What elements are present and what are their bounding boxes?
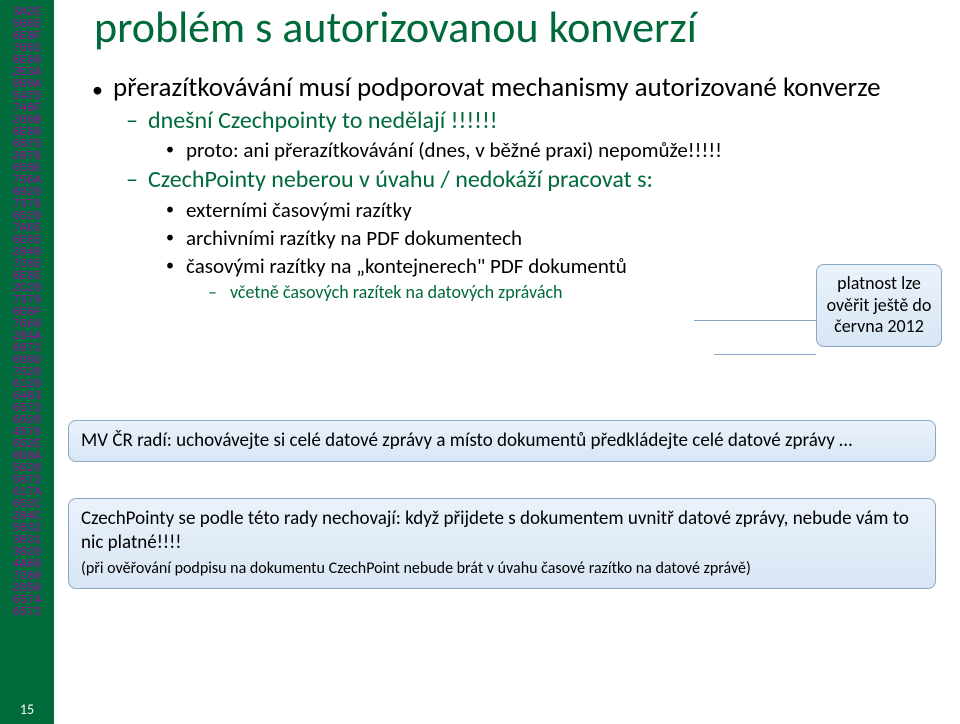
- slide-title: problém s autorizovanou konverzí: [94, 0, 930, 54]
- bullet-l3: • proto: ani přerazítkovávání (dnes, v b…: [166, 137, 930, 163]
- bullet-marker: •: [166, 253, 176, 279]
- bullet-text: včetně časových razítek na datových zprá…: [230, 281, 563, 304]
- box-text: MV ČR radí: uchovávejte si celé datové z…: [81, 429, 852, 452]
- bullet-l3: • externími časovými razítky: [166, 197, 930, 223]
- bullet-marker: –: [208, 281, 220, 304]
- bullet-text: archivními razítky na PDF dokumentech: [186, 225, 522, 251]
- page-number: 15: [20, 702, 34, 718]
- bullet-text: proto: ani přerazítkovávání (dnes, v běž…: [186, 137, 722, 163]
- slide-content: problém s autorizovanou konverzí • přera…: [54, 0, 960, 724]
- box-subtext: (při ověřování podpisu na dokumentu Czec…: [81, 559, 751, 578]
- hex-item: 6572: [13, 606, 42, 618]
- bullet-text: CzechPointy neberou v úvahu / nedokáží p…: [148, 165, 653, 194]
- bullet-l3: • archivními razítky na PDF dokumentech: [166, 225, 930, 251]
- slide-body: • přerazítkovávání musí podporovat mecha…: [92, 72, 930, 306]
- bullet-text: časovými razítky na „kontejnerech" PDF d…: [186, 253, 627, 279]
- bullet-l2: – dnešní Czechpointy to nedělají !!!!!!: [126, 106, 930, 135]
- bullet-text: externími časovými razítky: [186, 197, 412, 223]
- hex-sidebar: 3A2E56656E6F76616E692E3A0D0A5475746F206B…: [0, 0, 54, 724]
- bullet-marker: –: [126, 165, 138, 194]
- box-czechpoint-note: CzechPointy se podle této rady nechovají…: [68, 498, 936, 589]
- box-text: CzechPointy se podle této rady nechovají…: [81, 507, 909, 554]
- bullet-marker: –: [126, 106, 138, 135]
- callout-connector: [714, 354, 816, 355]
- hex-list: 3A2E56656E6F76616E692E3A0D0A5475746F206B…: [13, 6, 42, 618]
- bullet-marker: •: [166, 137, 176, 163]
- bullet-marker: •: [166, 225, 176, 251]
- bullet-marker: •: [166, 197, 176, 223]
- bullet-text: přerazítkovávání musí podporovat mechani…: [113, 72, 881, 104]
- callout-connector: [694, 320, 816, 321]
- validity-callout: platnost lze ověřit ještě do června 2012: [816, 264, 942, 347]
- bullet-l1: • přerazítkovávání musí podporovat mecha…: [92, 72, 930, 104]
- box-advice: MV ČR radí: uchovávejte si celé datové z…: [68, 420, 936, 462]
- bullet-l2: – CzechPointy neberou v úvahu / nedokáží…: [126, 165, 930, 194]
- bullet-marker: •: [92, 72, 103, 104]
- bullet-text: dnešní Czechpointy to nedělají !!!!!!: [148, 106, 498, 135]
